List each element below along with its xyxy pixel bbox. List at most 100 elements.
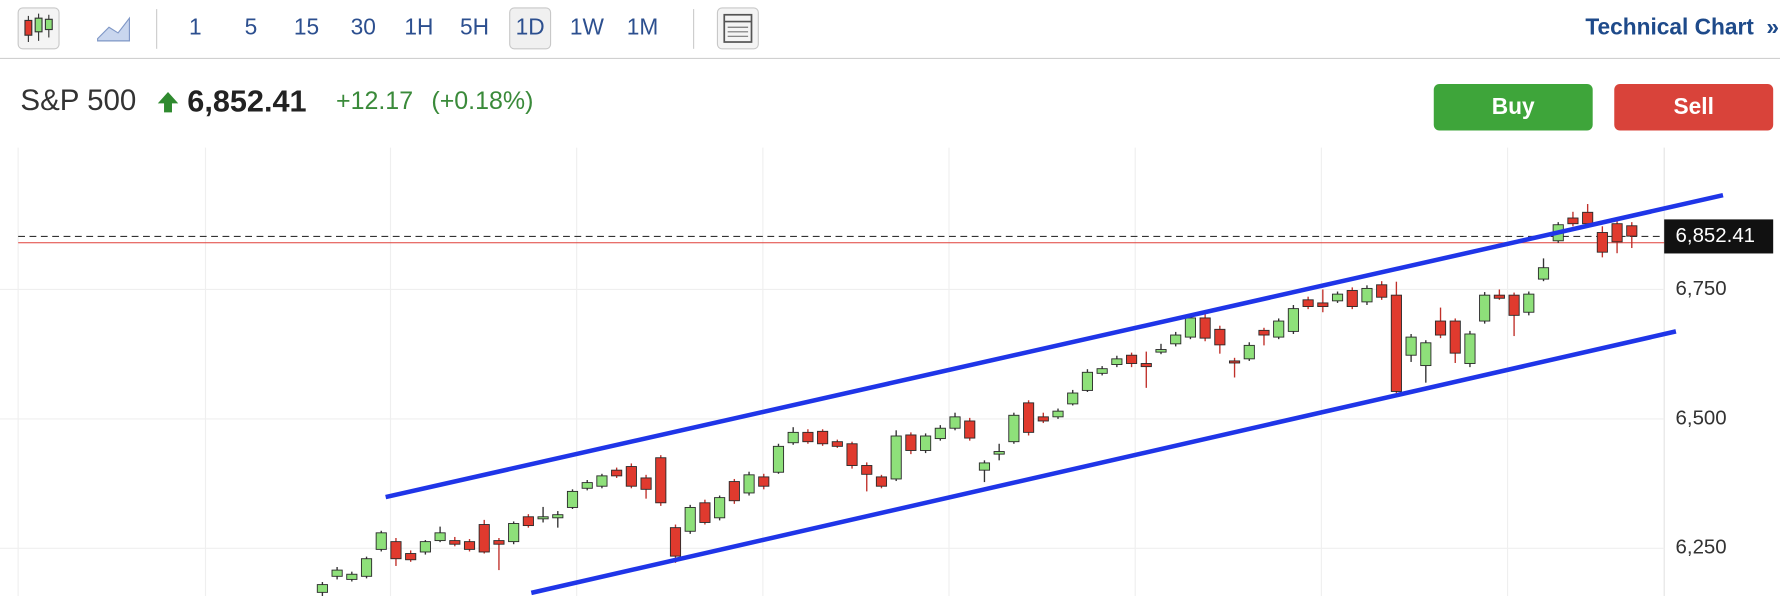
- candle-body: [1155, 349, 1167, 353]
- candle-body: [1449, 320, 1461, 354]
- candle-body: [772, 445, 785, 473]
- change-percent: (+0.18%): [431, 87, 533, 115]
- candle-body: [890, 435, 902, 480]
- interval-active-bg: [509, 7, 552, 50]
- candle-body: [360, 558, 373, 577]
- candle-body: [596, 475, 608, 487]
- interval-button[interactable]: 1D: [516, 13, 545, 39]
- candle-body: [861, 465, 873, 475]
- candle-body: [1081, 371, 1093, 391]
- symbol: S&P 500: [20, 84, 136, 117]
- interval-button[interactable]: 1: [189, 13, 202, 39]
- candle-body: [669, 527, 682, 557]
- y-tick-label: 6,500: [1676, 407, 1727, 429]
- candle-body: [1023, 402, 1035, 433]
- candle-body: [1140, 363, 1152, 368]
- x-grid: [17, 147, 1509, 596]
- candle-body: [831, 441, 843, 447]
- candle-body: [566, 490, 579, 508]
- trend-line: [530, 329, 1677, 596]
- candle-body: [1420, 342, 1432, 367]
- candle-body: [1273, 320, 1285, 338]
- layout-icon-button[interactable]: [716, 7, 759, 50]
- candle-body: [625, 466, 637, 487]
- candle-body: [1037, 416, 1049, 422]
- candle-body: [434, 532, 446, 542]
- candle-body: [463, 541, 476, 550]
- candle-body: [714, 497, 726, 519]
- interval-button[interactable]: 1H: [404, 13, 433, 39]
- candle-body: [1228, 360, 1241, 364]
- technical-chart-link[interactable]: Technical Chart: [1585, 13, 1754, 39]
- candle-body: [449, 540, 461, 545]
- candle-body: [390, 541, 402, 560]
- y-tick-label: 6,750: [1676, 278, 1727, 300]
- candle-body: [728, 481, 740, 502]
- candle-body: [508, 523, 520, 543]
- last-price-label: 6,852.41: [1676, 225, 1756, 247]
- price: 6,852.41: [187, 84, 306, 118]
- candle-body: [1537, 267, 1550, 280]
- candle-body: [743, 474, 755, 494]
- candle-body: [964, 420, 976, 439]
- candle-body: [1376, 284, 1388, 298]
- candle-body: [1626, 225, 1638, 237]
- sell-label[interactable]: Sell: [1674, 93, 1714, 119]
- buy-label[interactable]: Buy: [1492, 93, 1535, 119]
- candle-body: [655, 457, 667, 504]
- candle-body: [1008, 414, 1020, 443]
- interval-button[interactable]: 15: [294, 13, 319, 39]
- candle-body: [1126, 354, 1138, 364]
- candle-body: [1479, 294, 1491, 322]
- interval-group: 1 5 15 30 1H 5H 1D 1W 1M: [189, 7, 659, 50]
- candle-body: [1052, 410, 1064, 418]
- interval-button[interactable]: 5: [245, 13, 258, 39]
- candle-body: [316, 584, 328, 593]
- candle-body: [346, 573, 358, 580]
- candle-body: [1302, 299, 1314, 308]
- candle-body: [1317, 302, 1329, 308]
- candle-body: [1405, 336, 1417, 356]
- candle-body: [537, 516, 549, 520]
- candle-body: [802, 431, 814, 443]
- candle-body: [758, 476, 770, 487]
- interval-button[interactable]: 1W: [570, 13, 605, 39]
- candle-body: [949, 416, 961, 429]
- candle-body: [699, 502, 711, 523]
- candle-body: [978, 462, 991, 471]
- candle-body: [1214, 328, 1226, 346]
- candle-body: [817, 430, 829, 445]
- last-price-box: [1664, 219, 1774, 254]
- candle-body: [1199, 317, 1211, 339]
- candle-body: [581, 482, 593, 489]
- candle-body: [993, 451, 1005, 455]
- candle-body: [1184, 317, 1196, 338]
- interval-button[interactable]: 1M: [627, 13, 659, 39]
- candle-body: [493, 540, 505, 545]
- candle-body: [419, 541, 431, 553]
- change: +12.17: [336, 87, 413, 115]
- candle-body: [1508, 294, 1520, 316]
- candle-icon-button[interactable]: [17, 7, 60, 50]
- candle-body: [1493, 294, 1505, 299]
- interval-button[interactable]: 30: [351, 13, 376, 39]
- interval-button[interactable]: 5H: [460, 13, 489, 39]
- candle-body: [1611, 223, 1623, 243]
- candle-body: [905, 434, 917, 451]
- candle-body: [934, 427, 946, 440]
- candle-body: [1287, 308, 1299, 332]
- line-icon-button[interactable]: [97, 16, 130, 42]
- candle-body: [1243, 344, 1255, 360]
- candle-body: [1067, 392, 1079, 405]
- up-arrow: [157, 91, 179, 113]
- candle-body: [1523, 293, 1535, 313]
- expand-arrow[interactable]: »: [1766, 13, 1779, 39]
- candle-body: [1170, 334, 1182, 345]
- candle-body: [640, 477, 652, 490]
- candle-body: [1111, 358, 1123, 365]
- candle-body: [331, 569, 343, 577]
- buy-button[interactable]: Buy: [1433, 84, 1593, 131]
- sell-button[interactable]: Sell: [1614, 84, 1774, 131]
- candle-body: [611, 469, 623, 477]
